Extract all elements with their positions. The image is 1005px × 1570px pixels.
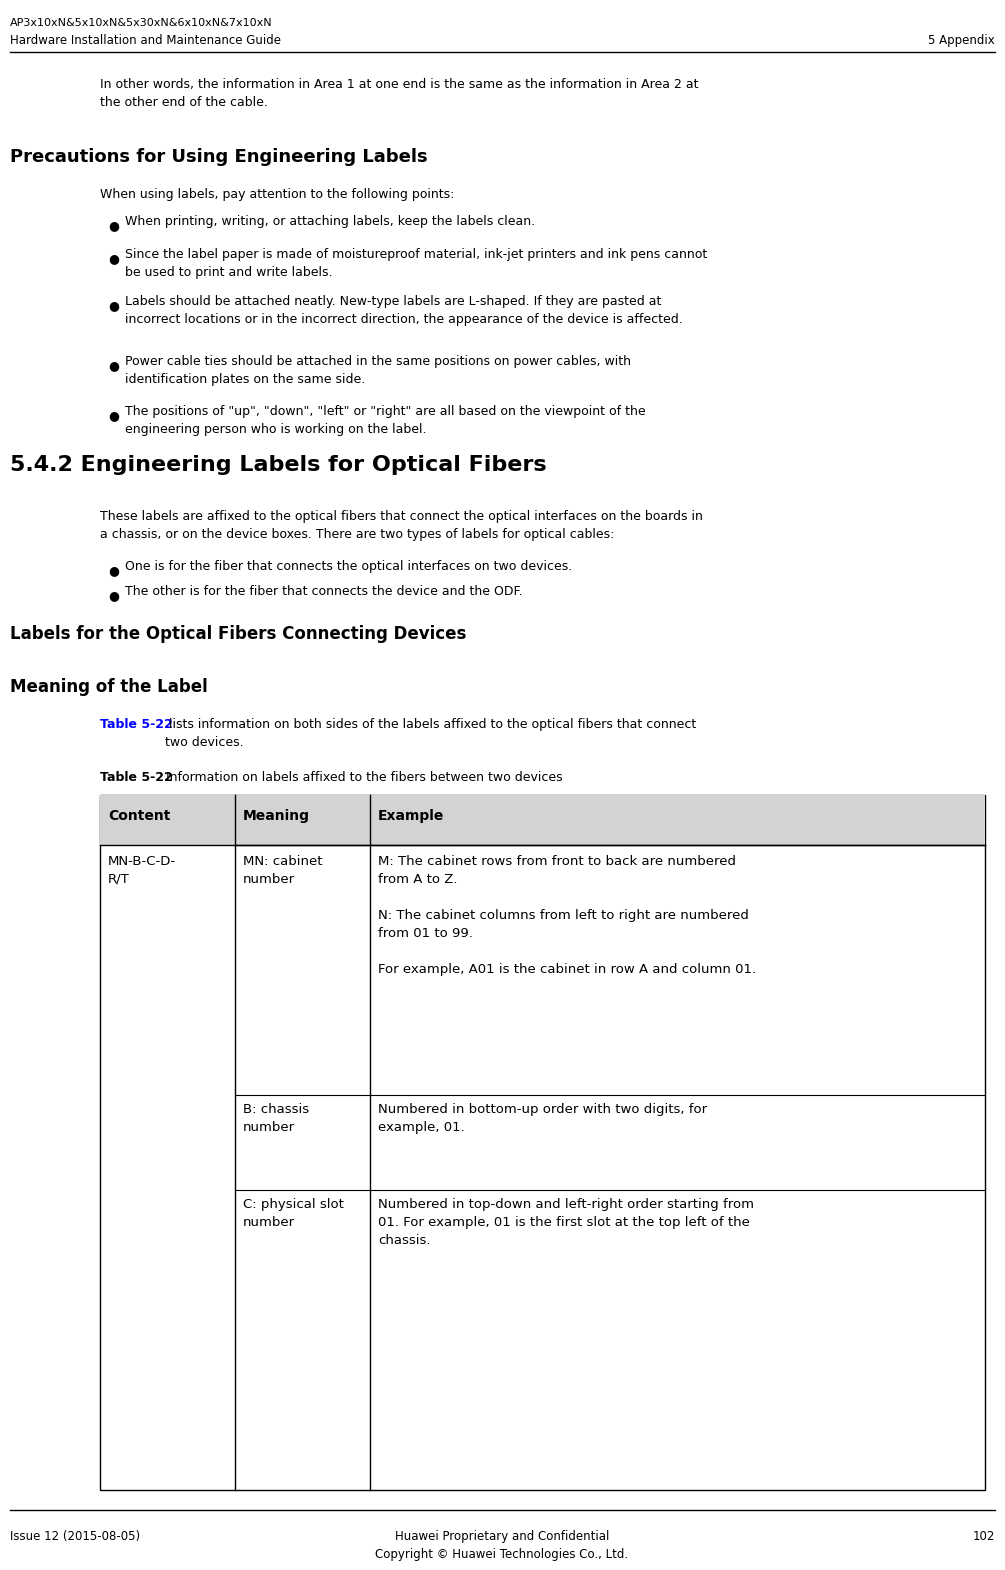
Text: Content: Content [108, 809, 171, 823]
Text: Information on labels affixed to the fibers between two devices: Information on labels affixed to the fib… [162, 771, 563, 783]
Text: Hardware Installation and Maintenance Guide: Hardware Installation and Maintenance Gu… [10, 35, 281, 47]
Bar [100, 794, 985, 1490]
Text: ●: ● [108, 564, 119, 578]
Text: The other is for the fiber that connects the device and the ODF.: The other is for the fiber that connects… [125, 586, 523, 598]
Text: Meaning: Meaning [243, 809, 310, 823]
Text: Since the label paper is made of moistureproof material, ink-jet printers and in: Since the label paper is made of moistur… [125, 248, 708, 279]
Text: Table 5-22: Table 5-22 [100, 771, 173, 783]
Text: ●: ● [108, 410, 119, 422]
Text: Meaning of the Label: Meaning of the Label [10, 678, 208, 696]
Text: MN-B-C-D-
R/T: MN-B-C-D- R/T [108, 856, 176, 885]
Text: When printing, writing, or attaching labels, keep the labels clean.: When printing, writing, or attaching lab… [125, 215, 535, 228]
Text: In other words, the information in Area 1 at one end is the same as the informat: In other words, the information in Area … [100, 78, 698, 108]
Text: M: The cabinet rows from front to back are numbered
from A to Z.

N: The cabinet: M: The cabinet rows from front to back a… [378, 856, 756, 977]
Text: One is for the fiber that connects the optical interfaces on two devices.: One is for the fiber that connects the o… [125, 560, 572, 573]
Text: Power cable ties should be attached in the same positions on power cables, with
: Power cable ties should be attached in t… [125, 355, 631, 386]
Text: Copyright © Huawei Technologies Co., Ltd.: Copyright © Huawei Technologies Co., Ltd… [376, 1548, 628, 1561]
Text: Example: Example [378, 809, 444, 823]
Text: lists information on both sides of the labels affixed to the optical fibers that: lists information on both sides of the l… [165, 717, 696, 749]
Text: 5.4.2 Engineering Labels for Optical Fibers: 5.4.2 Engineering Labels for Optical Fib… [10, 455, 547, 476]
Text: ●: ● [108, 298, 119, 312]
Bar [100, 794, 985, 845]
Text: When using labels, pay attention to the following points:: When using labels, pay attention to the … [100, 188, 454, 201]
Text: Numbered in bottom-up order with two digits, for
example, 01.: Numbered in bottom-up order with two dig… [378, 1104, 708, 1134]
Text: B: chassis
number: B: chassis number [243, 1104, 310, 1134]
Text: 5 Appendix: 5 Appendix [929, 35, 995, 47]
Text: Numbered in top-down and left-right order starting from
01. For example, 01 is t: Numbered in top-down and left-right orde… [378, 1198, 754, 1247]
Text: MN: cabinet
number: MN: cabinet number [243, 856, 323, 885]
Text: AP3x10xN&5x10xN&5x30xN&6x10xN&7x10xN: AP3x10xN&5x10xN&5x30xN&6x10xN&7x10xN [10, 17, 272, 28]
Text: ●: ● [108, 253, 119, 265]
Text: ●: ● [108, 589, 119, 601]
Text: Labels should be attached neatly. New-type labels are L-shaped. If they are past: Labels should be attached neatly. New-ty… [125, 295, 682, 327]
Text: Table 5-22: Table 5-22 [100, 717, 173, 732]
Text: Issue 12 (2015-08-05): Issue 12 (2015-08-05) [10, 1531, 140, 1543]
Text: ●: ● [108, 218, 119, 232]
Text: These labels are affixed to the optical fibers that connect the optical interfac: These labels are affixed to the optical … [100, 510, 702, 542]
Text: ●: ● [108, 360, 119, 372]
Text: Precautions for Using Engineering Labels: Precautions for Using Engineering Labels [10, 148, 427, 166]
Text: Huawei Proprietary and Confidential: Huawei Proprietary and Confidential [395, 1531, 609, 1543]
Text: Labels for the Optical Fibers Connecting Devices: Labels for the Optical Fibers Connecting… [10, 625, 466, 644]
Text: 102: 102 [973, 1531, 995, 1543]
Text: The positions of "up", "down", "left" or "right" are all based on the viewpoint : The positions of "up", "down", "left" or… [125, 405, 645, 436]
Text: C: physical slot
number: C: physical slot number [243, 1198, 344, 1229]
